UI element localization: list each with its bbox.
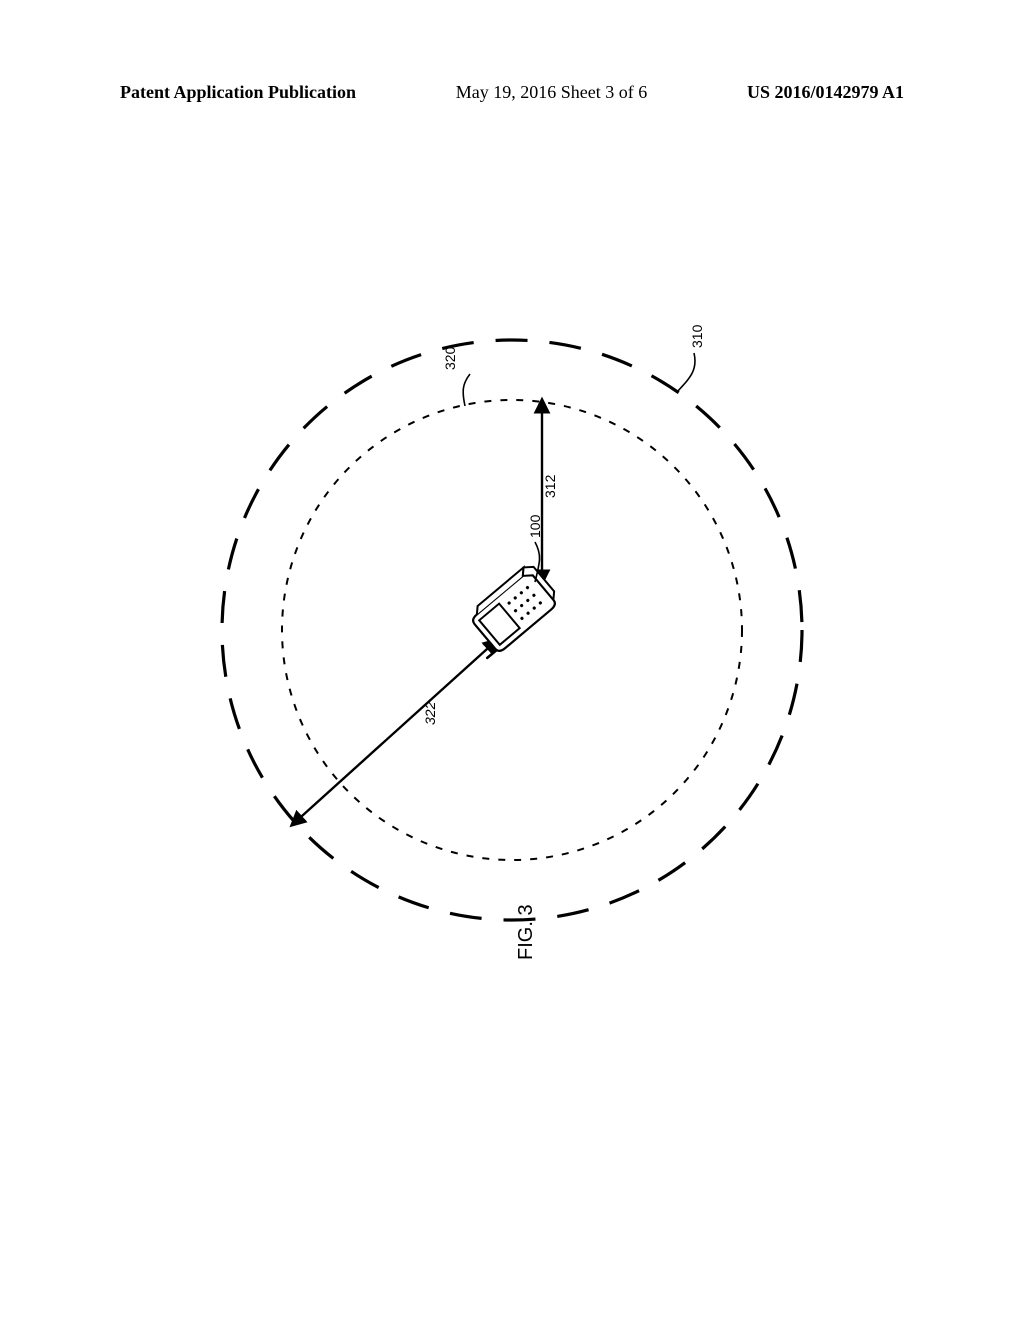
label-310: 310 (689, 324, 705, 348)
label-322: 322 (422, 701, 438, 725)
figure-svg: 100 310 320 312 322 FIG. 3 (0, 280, 1024, 980)
header-center: May 19, 2016 Sheet 3 of 6 (456, 82, 647, 103)
figure-3: 100 310 320 312 322 FIG. 3 (0, 280, 1024, 980)
page: Patent Application Publication May 19, 2… (0, 0, 1024, 1320)
header-right: US 2016/0142979 A1 (747, 82, 904, 103)
leader-310: 310 (677, 324, 705, 392)
phone-icon (458, 562, 562, 661)
header-left: Patent Application Publication (120, 82, 356, 103)
label-100: 100 (527, 514, 543, 538)
page-header: Patent Application Publication May 19, 2… (0, 82, 1024, 103)
label-312: 312 (542, 474, 558, 498)
leader-320: 320 (442, 346, 470, 406)
radius-322-arrow (292, 640, 497, 825)
label-320: 320 (442, 346, 458, 370)
figure-caption: FIG. 3 (515, 904, 537, 960)
